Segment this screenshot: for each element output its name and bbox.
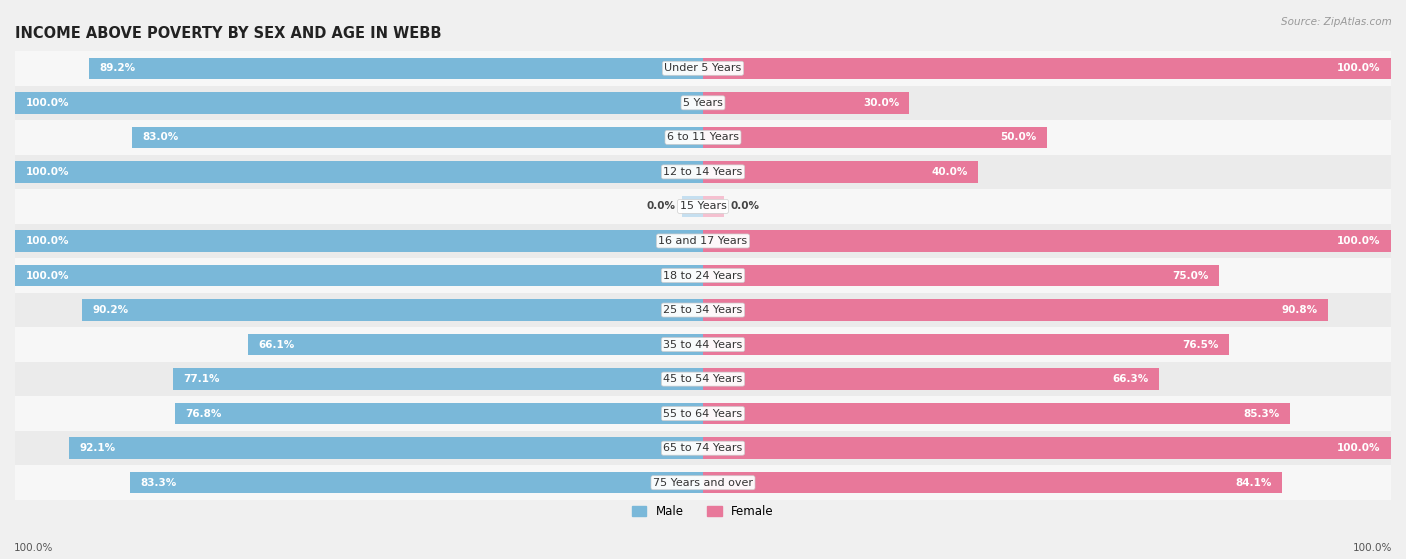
Text: 55 to 64 Years: 55 to 64 Years: [664, 409, 742, 419]
Bar: [249, 334, 703, 356]
Text: 90.2%: 90.2%: [93, 305, 129, 315]
Text: 15 Years: 15 Years: [679, 201, 727, 211]
Bar: [174, 403, 703, 424]
Bar: [703, 196, 724, 217]
Text: 100.0%: 100.0%: [25, 236, 69, 246]
Bar: [15, 362, 1391, 396]
Text: 66.1%: 66.1%: [259, 339, 295, 349]
Text: 92.1%: 92.1%: [80, 443, 115, 453]
Bar: [15, 328, 1391, 362]
Bar: [15, 230, 703, 252]
Text: 45 to 54 Years: 45 to 54 Years: [664, 374, 742, 384]
Text: 16 and 17 Years: 16 and 17 Years: [658, 236, 748, 246]
Bar: [15, 51, 1391, 86]
Text: 66.3%: 66.3%: [1112, 374, 1149, 384]
Text: 25 to 34 Years: 25 to 34 Years: [664, 305, 742, 315]
Text: 0.0%: 0.0%: [731, 201, 759, 211]
Bar: [703, 230, 1391, 252]
Bar: [703, 403, 1289, 424]
Text: 5 Years: 5 Years: [683, 98, 723, 108]
Text: 100.0%: 100.0%: [25, 271, 69, 281]
Text: 76.5%: 76.5%: [1182, 339, 1219, 349]
Bar: [173, 368, 703, 390]
Bar: [703, 58, 1391, 79]
Text: 100.0%: 100.0%: [25, 98, 69, 108]
Text: 83.0%: 83.0%: [142, 132, 179, 143]
Bar: [15, 258, 1391, 293]
Text: 84.1%: 84.1%: [1234, 478, 1271, 487]
Text: Under 5 Years: Under 5 Years: [665, 63, 741, 73]
Text: 35 to 44 Years: 35 to 44 Years: [664, 339, 742, 349]
Bar: [15, 396, 1391, 431]
Bar: [15, 92, 703, 113]
Bar: [15, 293, 1391, 328]
Bar: [703, 265, 1219, 286]
Text: 0.0%: 0.0%: [647, 201, 675, 211]
Bar: [15, 120, 1391, 155]
Text: 75 Years and over: 75 Years and over: [652, 478, 754, 487]
Text: 100.0%: 100.0%: [1337, 236, 1381, 246]
Text: 89.2%: 89.2%: [100, 63, 136, 73]
Bar: [15, 155, 1391, 189]
Bar: [703, 92, 910, 113]
Text: 100.0%: 100.0%: [1337, 63, 1381, 73]
Bar: [132, 127, 703, 148]
Bar: [703, 368, 1159, 390]
Text: 40.0%: 40.0%: [932, 167, 967, 177]
Text: 65 to 74 Years: 65 to 74 Years: [664, 443, 742, 453]
Bar: [682, 196, 703, 217]
Bar: [703, 161, 979, 183]
Bar: [703, 299, 1327, 321]
Legend: Male, Female: Male, Female: [627, 500, 779, 523]
Text: 85.3%: 85.3%: [1243, 409, 1279, 419]
Bar: [703, 438, 1391, 459]
Bar: [15, 265, 703, 286]
Bar: [90, 58, 703, 79]
Bar: [69, 438, 703, 459]
Bar: [15, 224, 1391, 258]
Text: 6 to 11 Years: 6 to 11 Years: [666, 132, 740, 143]
Text: 90.8%: 90.8%: [1281, 305, 1317, 315]
Bar: [129, 472, 703, 494]
Bar: [15, 161, 703, 183]
Text: 76.8%: 76.8%: [186, 409, 221, 419]
Bar: [83, 299, 703, 321]
Bar: [703, 334, 1229, 356]
Bar: [703, 472, 1282, 494]
Text: 50.0%: 50.0%: [1001, 132, 1036, 143]
Text: 18 to 24 Years: 18 to 24 Years: [664, 271, 742, 281]
Text: 83.3%: 83.3%: [141, 478, 177, 487]
Text: 77.1%: 77.1%: [183, 374, 219, 384]
Text: 75.0%: 75.0%: [1173, 271, 1209, 281]
Bar: [15, 431, 1391, 466]
Text: 12 to 14 Years: 12 to 14 Years: [664, 167, 742, 177]
Bar: [703, 127, 1047, 148]
Bar: [15, 86, 1391, 120]
Bar: [15, 466, 1391, 500]
Bar: [15, 189, 1391, 224]
Text: INCOME ABOVE POVERTY BY SEX AND AGE IN WEBB: INCOME ABOVE POVERTY BY SEX AND AGE IN W…: [15, 26, 441, 41]
Text: 100.0%: 100.0%: [25, 167, 69, 177]
Text: 100.0%: 100.0%: [14, 543, 53, 553]
Text: 100.0%: 100.0%: [1353, 543, 1392, 553]
Text: Source: ZipAtlas.com: Source: ZipAtlas.com: [1281, 17, 1392, 27]
Text: 30.0%: 30.0%: [863, 98, 898, 108]
Text: 100.0%: 100.0%: [1337, 443, 1381, 453]
